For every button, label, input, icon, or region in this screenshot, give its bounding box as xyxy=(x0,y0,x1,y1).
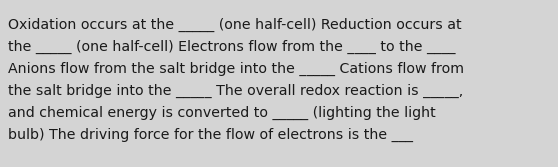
Text: Oxidation occurs at the _____ (one half-cell) Reduction occurs at: Oxidation occurs at the _____ (one half-… xyxy=(8,18,461,32)
Text: the _____ (one half-cell) Electrons flow from the ____ to the ____: the _____ (one half-cell) Electrons flow… xyxy=(8,40,455,54)
Text: the salt bridge into the _____ The overall redox reaction is _____,: the salt bridge into the _____ The overa… xyxy=(8,84,463,98)
Text: Anions flow from the salt bridge into the _____ Cations flow from: Anions flow from the salt bridge into th… xyxy=(8,62,464,76)
Text: and chemical energy is converted to _____ (lighting the light: and chemical energy is converted to ____… xyxy=(8,106,436,120)
Text: bulb) The driving force for the flow of electrons is the ___: bulb) The driving force for the flow of … xyxy=(8,128,413,142)
